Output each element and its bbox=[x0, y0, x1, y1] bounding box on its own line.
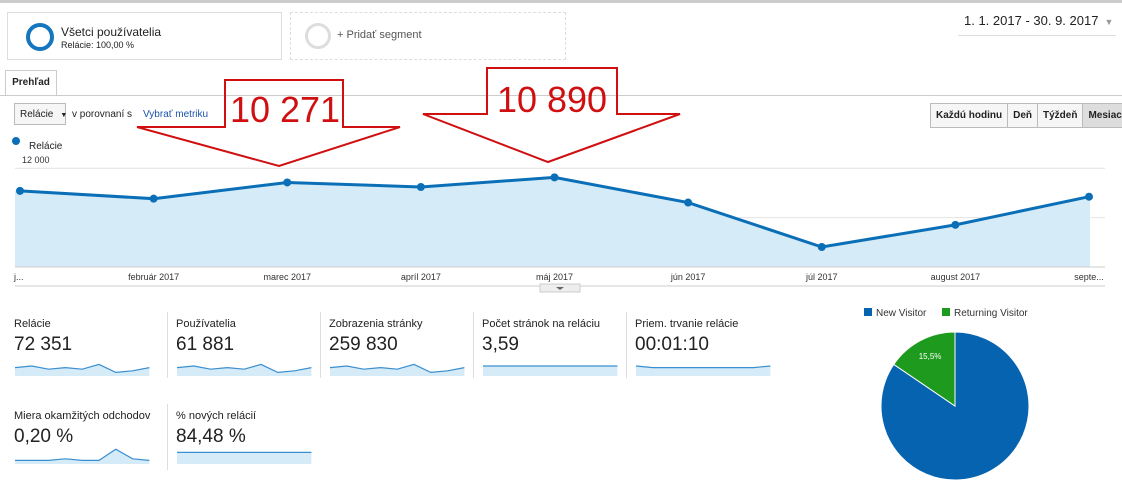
x-tick-label: júl 2017 bbox=[805, 272, 838, 282]
x-tick-label: jún 2017 bbox=[670, 272, 706, 282]
segment-card[interactable]: Všetci používatelia Relácie: 100,00 % bbox=[7, 12, 282, 60]
annotation-arrow bbox=[136, 79, 401, 168]
sparkline-line bbox=[177, 363, 312, 374]
segment-detail: Relácie: 100,00 % bbox=[61, 40, 135, 50]
metric-label: Počet stránok na reláciu bbox=[482, 318, 601, 330]
sparkline-line bbox=[15, 448, 150, 461]
sparkline bbox=[177, 451, 312, 464]
metric-label: % nových relácií bbox=[176, 410, 257, 422]
sparkline bbox=[483, 365, 618, 376]
point bbox=[416, 182, 425, 191]
metric-label: Relácie bbox=[14, 318, 51, 330]
x-tick-label: august 2017 bbox=[931, 272, 981, 282]
metric-select[interactable]: Relácie ▼ bbox=[14, 103, 68, 125]
point bbox=[16, 186, 24, 195]
point bbox=[149, 194, 158, 203]
point bbox=[283, 178, 292, 187]
x-tick-label: marec 2017 bbox=[263, 272, 311, 282]
pie-slice bbox=[880, 331, 1030, 481]
annotation: 10 890 bbox=[497, 79, 607, 120]
handle-caret bbox=[556, 287, 564, 290]
point bbox=[550, 173, 559, 182]
metric-label: Používatelia bbox=[176, 318, 236, 330]
add-icon bbox=[305, 23, 331, 49]
caret: ▼ bbox=[1104, 17, 1114, 27]
sparkline-line bbox=[330, 363, 465, 374]
sparkline bbox=[15, 448, 150, 464]
choose-metric[interactable]: Vybrať metriku bbox=[143, 109, 209, 120]
pie-label: 84,5% bbox=[993, 470, 1016, 479]
sparkline bbox=[177, 363, 312, 376]
add-segment-label: + Pridať segment bbox=[337, 29, 422, 41]
legend-label: New Visitor bbox=[876, 308, 927, 319]
x-tick-label: február 2017 bbox=[128, 272, 179, 282]
metric-value: 84,48 % bbox=[176, 426, 246, 447]
point bbox=[951, 220, 960, 229]
top-border bbox=[0, 0, 1122, 3]
metric: Priem. trvanie relácie 00:01:10 bbox=[626, 312, 771, 378]
sparkline-area bbox=[15, 449, 150, 464]
metric-value: 3,59 bbox=[482, 334, 519, 355]
metric-value: 0,20 % bbox=[14, 426, 74, 447]
granularity: Každú hodinu Deň Týždeň Mesiac bbox=[930, 103, 1122, 128]
x-tick-label: apríl 2017 bbox=[401, 272, 441, 282]
metric-value: 72 351 bbox=[14, 334, 73, 355]
x-tick-label: máj 2017 bbox=[536, 272, 573, 282]
caret: ▼ bbox=[60, 112, 68, 119]
x-tick-label: septe... bbox=[1074, 272, 1104, 282]
metric-value: 61 881 bbox=[176, 334, 235, 355]
sparkline-area bbox=[177, 452, 312, 464]
legend-swatch bbox=[864, 308, 872, 316]
metric: Počet stránok na reláciu 3,59 bbox=[473, 312, 618, 378]
granularity-button[interactable]: Mesiac bbox=[1082, 103, 1122, 128]
tab[interactable]: Prehľad bbox=[5, 70, 57, 95]
segment-name: Všetci používatelia bbox=[61, 25, 162, 39]
compare-label: v porovnaní s bbox=[72, 109, 133, 120]
metric: Používatelia 61 881 bbox=[167, 312, 312, 378]
sparkline-line bbox=[636, 365, 771, 369]
legend-label: Returning Visitor bbox=[954, 308, 1028, 319]
sparkline bbox=[330, 363, 465, 376]
annotation-arrow bbox=[422, 67, 681, 164]
pie-label: 15,5% bbox=[919, 352, 942, 361]
metric: % nových relácií 84,48 % bbox=[167, 404, 312, 470]
metric-value: 259 830 bbox=[329, 334, 398, 355]
date-range-text: 1. 1. 2017 - 30. 9. 2017 bbox=[964, 13, 1099, 28]
add-segment[interactable]: + Pridať segment bbox=[290, 12, 566, 60]
y-tick-label: 12 000 bbox=[22, 155, 50, 165]
metric-value: 00:01:10 bbox=[635, 334, 709, 355]
tab-line bbox=[0, 95, 1122, 96]
metric: Miera okamžitých odchodov 0,20 % bbox=[14, 404, 154, 470]
sparkline-line bbox=[15, 363, 150, 374]
metric-label: Miera okamžitých odchodov bbox=[14, 410, 151, 422]
annotation: 10 271 bbox=[230, 89, 340, 130]
segment-icon bbox=[26, 23, 54, 51]
sparkline-area bbox=[483, 366, 618, 376]
sparkline bbox=[15, 363, 150, 376]
sparkline bbox=[636, 365, 771, 376]
metric-label: Zobrazenia stránky bbox=[329, 318, 423, 330]
sparkline-area bbox=[15, 364, 150, 376]
area bbox=[15, 177, 1090, 267]
metric-select-text: Relácie bbox=[20, 109, 54, 120]
metric: Zobrazenia stránky 259 830 bbox=[320, 312, 465, 378]
granularity-button[interactable]: Každú hodinu bbox=[930, 103, 1009, 128]
metrics: Relácie 72 351 Používatelia 61 881 Zobrazeni… bbox=[14, 312, 774, 472]
sparkline-area bbox=[636, 366, 771, 376]
legend-dot bbox=[12, 137, 20, 145]
metric-label: Priem. trvanie relácie bbox=[635, 318, 739, 330]
metric: Relácie 72 351 bbox=[14, 312, 154, 378]
point bbox=[684, 198, 693, 207]
pie-slice bbox=[893, 331, 956, 407]
sparkline-area bbox=[177, 364, 312, 376]
point bbox=[817, 242, 826, 251]
sparkline-area bbox=[330, 364, 465, 376]
legend-swatch bbox=[942, 308, 950, 316]
date-range[interactable]: 1. 1. 2017 - 30. 9. 2017 ▼ bbox=[958, 13, 1116, 36]
point bbox=[1085, 192, 1093, 201]
legend-label: Relácie bbox=[29, 141, 63, 152]
x-tick-label: j... bbox=[13, 272, 24, 282]
